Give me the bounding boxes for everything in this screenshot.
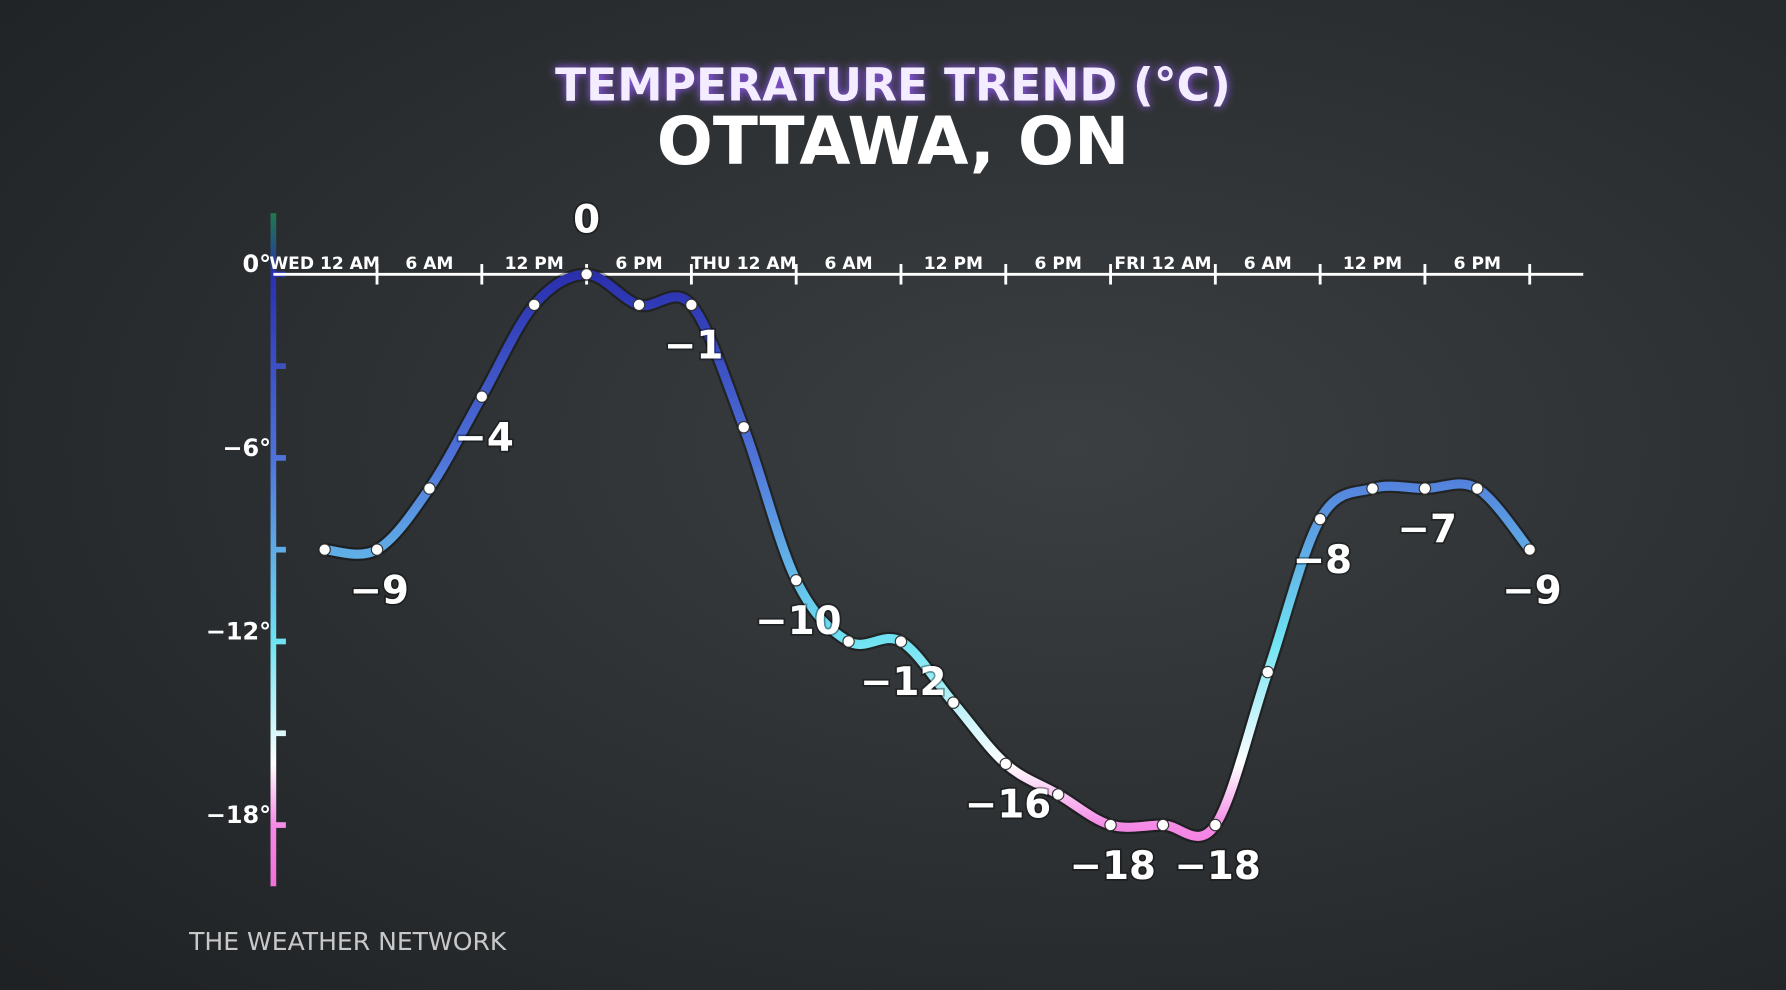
- value-label: −10: [755, 599, 841, 644]
- chart-title: TEMPERATURE TREND (°C): [555, 58, 1231, 111]
- value-label: −9: [1502, 568, 1561, 613]
- value-label: −4: [454, 415, 513, 460]
- point: [1366, 482, 1379, 495]
- point: [789, 574, 803, 587]
- x-tick-label: 6 PM: [1034, 254, 1081, 274]
- x-tick-label: FRI 12 AM: [1114, 254, 1211, 274]
- point: [685, 298, 698, 312]
- point: [370, 543, 384, 556]
- point: [632, 298, 646, 312]
- x-tick-label: WED 12 AM: [269, 254, 380, 274]
- value-label: −16: [965, 783, 1051, 828]
- point: [423, 482, 436, 495]
- chart-subtitle: OTTAWA, ON: [657, 103, 1130, 180]
- x-tick-label: 12 PM: [505, 254, 564, 274]
- y-tick-label: −12°: [206, 617, 271, 645]
- point: [1051, 788, 1065, 801]
- source: THE WEATHER NETWORK: [188, 927, 507, 956]
- point: [1418, 482, 1432, 495]
- value-label: −12: [860, 660, 946, 705]
- point: [580, 268, 593, 281]
- point: [527, 298, 541, 312]
- value-label: −18: [1070, 844, 1156, 889]
- x-tick-label: 6 AM: [825, 254, 873, 274]
- x-tick-label: 12 PM: [924, 254, 983, 274]
- x-tick-label: 12 PM: [1343, 254, 1402, 274]
- point: [475, 390, 489, 403]
- point: [947, 696, 960, 709]
- value-label: −8: [1293, 538, 1352, 583]
- point: [318, 543, 331, 556]
- point: [1104, 818, 1117, 832]
- line: [320, 269, 1535, 841]
- x-tick-label: THU 12 AM: [691, 254, 797, 274]
- value-label: −18: [1174, 844, 1260, 889]
- value-label: −9: [350, 568, 409, 613]
- point: [1313, 512, 1327, 526]
- x-tick-label: 6 AM: [405, 254, 453, 274]
- y-tick-label: −6°: [222, 434, 271, 462]
- x-tick-label: 6 PM: [615, 254, 662, 274]
- x-tick-label: 6 PM: [1454, 254, 1501, 274]
- y-tick-label: −18°: [206, 801, 271, 829]
- value-label: 0: [573, 197, 600, 242]
- point: [894, 635, 908, 648]
- point: [842, 635, 855, 648]
- value-label: −1: [664, 324, 723, 369]
- y-tick-label: 0°: [242, 250, 271, 278]
- point: [999, 757, 1013, 771]
- x-tick-label: 6 AM: [1244, 254, 1292, 274]
- point: [737, 421, 751, 434]
- point: [1523, 543, 1536, 556]
- value-label: −7: [1398, 507, 1457, 552]
- point: [1471, 482, 1484, 495]
- point: [1209, 818, 1222, 832]
- point: [1156, 818, 1170, 832]
- point: [1261, 665, 1275, 679]
